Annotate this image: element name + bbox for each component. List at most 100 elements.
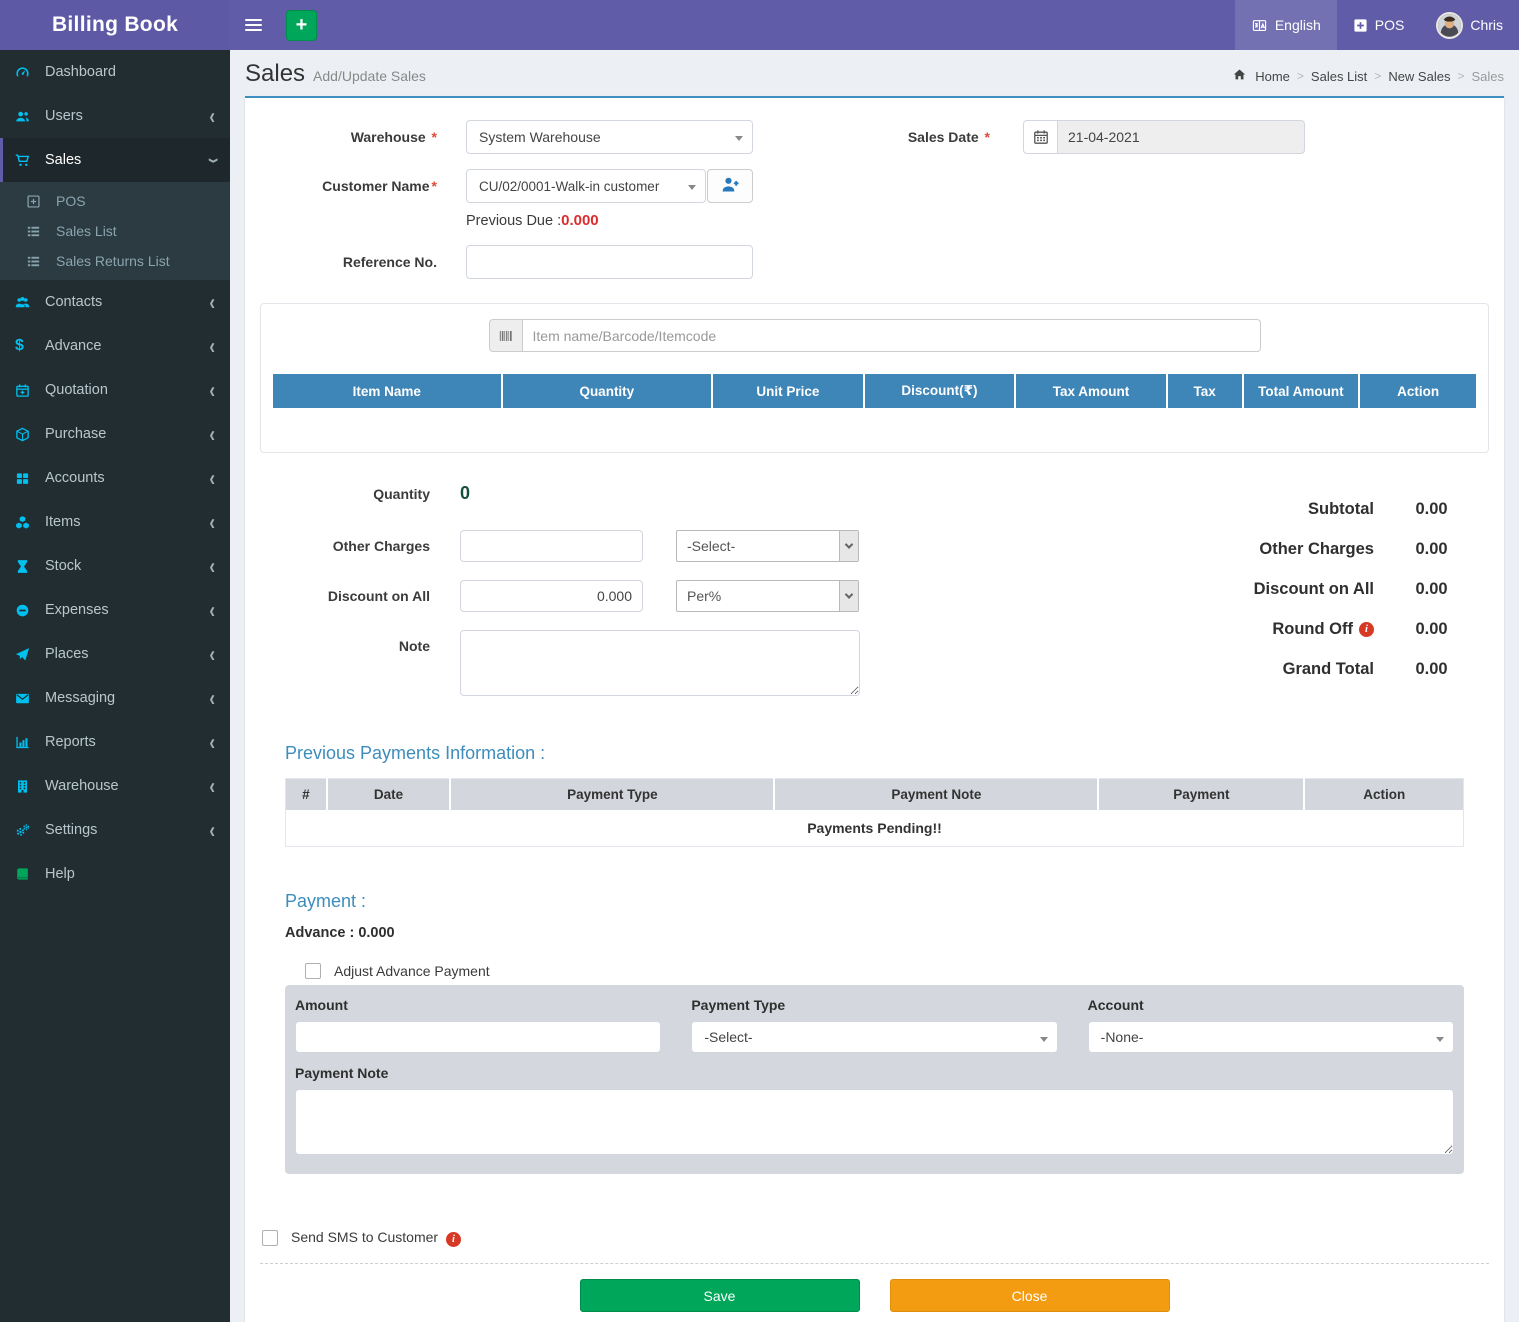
bar-chart-icon: [15, 735, 39, 750]
sidebar-item-help[interactable]: Help: [0, 852, 230, 896]
chevron-down-icon: [688, 185, 696, 190]
sidebar-item-stock[interactable]: Stock ‹: [0, 544, 230, 588]
other-charges-label: Other Charges: [332, 538, 430, 554]
note-textarea[interactable]: [460, 630, 860, 696]
sales-date-input[interactable]: [1057, 120, 1305, 154]
item-search-input[interactable]: [521, 319, 1261, 352]
sidebar: Dashboard Users ‹ Sales ‹ POS Sales List…: [0, 50, 230, 1322]
pos-label: POS: [1374, 17, 1405, 33]
plus-square-icon: [1353, 18, 1368, 33]
chevron-left-icon: ‹: [209, 421, 215, 447]
sidebar-item-sales[interactable]: Sales ‹: [0, 138, 230, 182]
items-empty-row: [273, 408, 1476, 438]
other-charges-total-value: 0.00: [1415, 539, 1448, 558]
info-icon[interactable]: i: [1359, 621, 1374, 637]
app-logo[interactable]: Billing Book: [0, 0, 230, 50]
round-off-label: Round Off i: [1069, 620, 1374, 639]
chevron-left-icon: ‹: [209, 729, 215, 755]
hourglass-icon: [15, 559, 39, 574]
language-icon: [1251, 18, 1268, 33]
sidebar-item-pos[interactable]: POS: [0, 186, 230, 216]
language-menu[interactable]: English: [1234, 0, 1337, 50]
close-button[interactable]: Close: [889, 1279, 1170, 1312]
info-icon[interactable]: i: [445, 1232, 461, 1247]
breadcrumb-new-sales[interactable]: New Sales: [1388, 68, 1451, 84]
send-sms-checkbox[interactable]: [262, 1230, 278, 1246]
breadcrumb-sales-list[interactable]: Sales List: [1310, 68, 1368, 84]
quick-add-button[interactable]: +: [286, 9, 317, 41]
sidebar-item-label: Settings: [45, 822, 98, 838]
sidebar-item-label: Sales List: [56, 223, 117, 239]
col-action: Action: [1359, 374, 1476, 408]
note-label: Note: [398, 638, 430, 654]
payment-panel: Amount Payment Type -Select- Account -No…: [285, 985, 1464, 1174]
account-label: Account: [1087, 997, 1144, 1013]
sidebar-item-label: Sales: [45, 152, 82, 168]
tachometer-icon: [15, 65, 39, 80]
sidebar-item-purchase[interactable]: Purchase ‹: [0, 412, 230, 456]
chevron-down-icon: [735, 136, 743, 141]
col-item-name: Item Name: [273, 374, 503, 408]
sidebar-item-label: Reports: [45, 734, 96, 750]
sidebar-item-sales-returns-list[interactable]: Sales Returns List: [0, 246, 230, 276]
reference-input[interactable]: [466, 245, 753, 279]
other-charges-input[interactable]: [460, 530, 643, 562]
sidebar-item-sales-list[interactable]: Sales List: [0, 216, 230, 246]
discount-total-label: Discount on All: [1253, 579, 1374, 598]
warehouse-select[interactable]: System Warehouse: [466, 120, 753, 154]
sidebar-item-label: POS: [56, 193, 86, 209]
sidebar-toggle-button[interactable]: [230, 0, 276, 50]
chevron-left-icon: ‹: [209, 641, 215, 667]
other-charges-select[interactable]: -Select-: [676, 530, 859, 562]
sidebar-item-dashboard[interactable]: Dashboard: [0, 50, 230, 94]
sidebar-item-quotation[interactable]: Quotation ‹: [0, 368, 230, 412]
amount-input[interactable]: [295, 1021, 662, 1053]
discount-on-all-input[interactable]: [460, 580, 643, 612]
sidebar-item-users[interactable]: Users ‹: [0, 94, 230, 138]
chevron-left-icon: ‹: [209, 553, 215, 579]
adjust-advance-checkbox[interactable]: [305, 963, 321, 979]
quantity-value: 0: [460, 483, 471, 503]
sidebar-item-items[interactable]: Items ‹: [0, 500, 230, 544]
sidebar-item-messaging[interactable]: Messaging ‹: [0, 676, 230, 720]
sidebar-item-warehouse[interactable]: Warehouse ‹: [0, 764, 230, 808]
cubes-icon: [15, 515, 39, 530]
sidebar-item-label: Advance: [45, 338, 102, 354]
pos-shortcut[interactable]: POS: [1337, 0, 1421, 50]
page-title: Sales: [245, 60, 306, 87]
send-sms-label: Send SMS to Customer i: [291, 1229, 461, 1247]
previous-due-value: 0.000: [561, 212, 599, 229]
user-menu[interactable]: Chris: [1420, 0, 1519, 50]
page-subtitle: Add/Update Sales: [313, 68, 426, 84]
customer-name-label: Customer Name *: [322, 178, 437, 194]
sidebar-item-label: Sales Returns List: [56, 253, 170, 269]
breadcrumb-home[interactable]: Home: [1255, 68, 1290, 84]
chevron-down-icon: ‹: [199, 157, 225, 163]
pp-col-payment: Payment: [1098, 778, 1306, 810]
sidebar-item-contacts[interactable]: Contacts ‹: [0, 280, 230, 324]
user-plus-icon: [721, 175, 740, 197]
add-customer-button[interactable]: [707, 169, 753, 203]
account-select[interactable]: -None-: [1087, 1021, 1454, 1053]
sidebar-item-accounts[interactable]: Accounts ‹: [0, 456, 230, 500]
payment-type-select[interactable]: -Select-: [691, 1021, 1058, 1053]
col-quantity: Quantity: [501, 374, 714, 408]
sidebar-item-reports[interactable]: Reports ‹: [0, 720, 230, 764]
building-icon: [15, 779, 39, 794]
sidebar-item-expenses[interactable]: Expenses ‹: [0, 588, 230, 632]
envelope-icon: [15, 691, 39, 706]
save-button[interactable]: Save: [579, 1279, 860, 1312]
chevron-left-icon: ‹: [209, 289, 215, 315]
sidebar-item-settings[interactable]: Settings ‹: [0, 808, 230, 852]
pp-col-date: Date: [326, 778, 452, 810]
customer-select[interactable]: CU/02/0001-Walk-in customer: [466, 169, 706, 203]
sidebar-item-advance[interactable]: $ Advance ‹: [0, 324, 230, 368]
subtotal-label: Subtotal: [1308, 499, 1374, 518]
payment-note-textarea[interactable]: [295, 1089, 1454, 1155]
previous-due-label: Previous Due :: [466, 213, 562, 229]
sidebar-item-places[interactable]: Places ‹: [0, 632, 230, 676]
sidebar-item-label: Purchase: [45, 426, 107, 442]
discount-unit-select[interactable]: Per%: [676, 580, 859, 612]
payments-pending-row: Payments Pending!!: [285, 810, 1464, 847]
sidebar-item-label: Accounts: [45, 470, 105, 486]
